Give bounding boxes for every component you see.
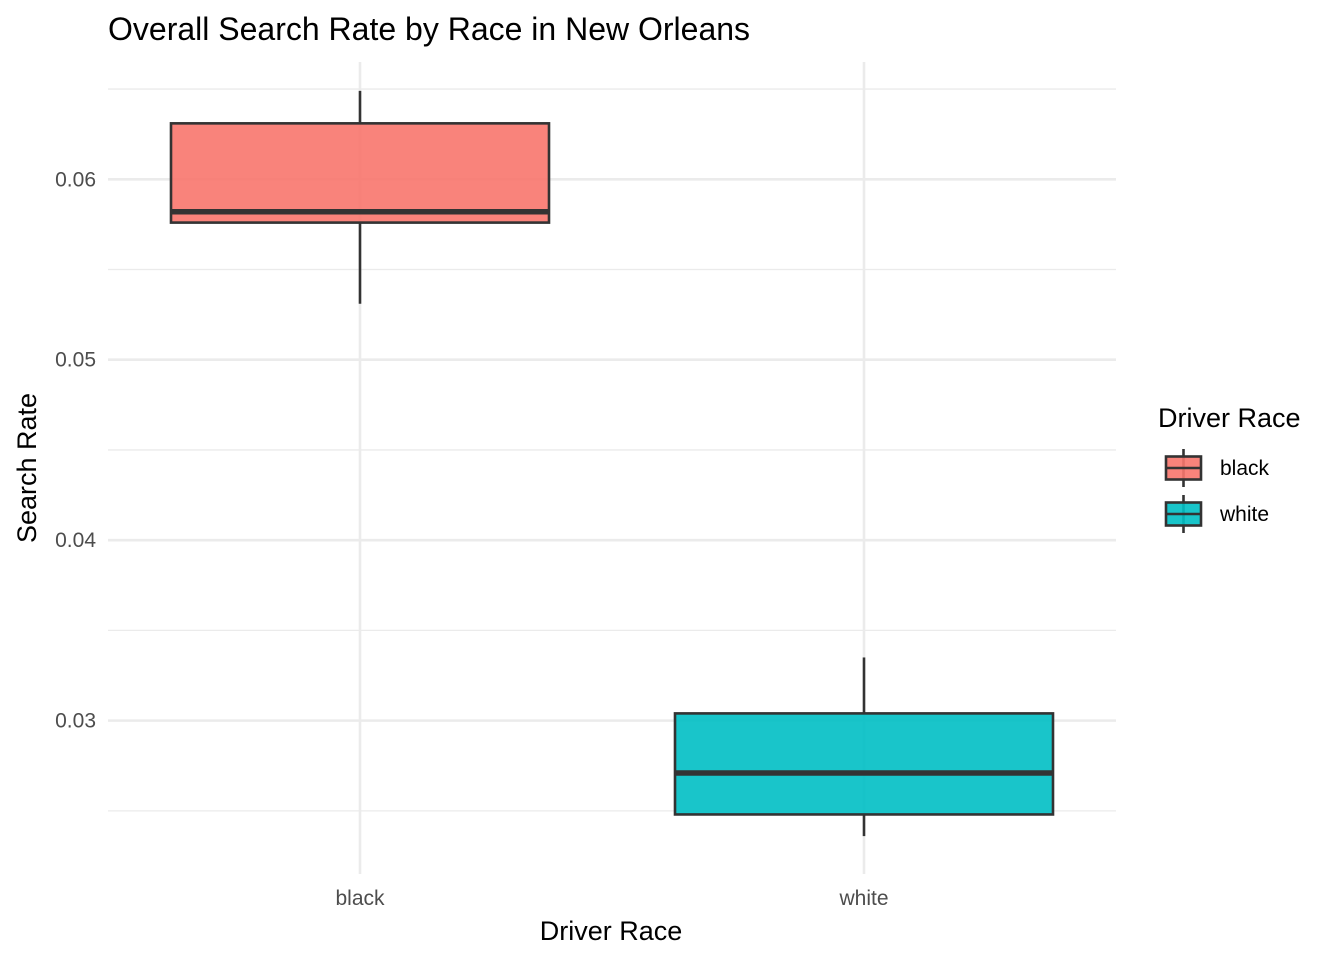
legend: Driver Race black white xyxy=(1158,403,1301,533)
legend-label: white xyxy=(1219,503,1269,526)
box-body xyxy=(169,122,551,224)
x-tick-label: white xyxy=(838,887,888,910)
x-tick-label: black xyxy=(335,887,385,910)
box-black xyxy=(169,90,551,304)
y-tick-label: 0.03 xyxy=(55,710,96,733)
tick-labels: 0.03 0.04 0.05 0.06 black white xyxy=(55,168,888,910)
y-tick-label: 0.05 xyxy=(55,349,96,372)
legend-item-white: white xyxy=(1164,495,1269,533)
y-tick-label: 0.06 xyxy=(55,168,96,191)
grid xyxy=(108,62,1116,874)
y-axis-title: Search Rate xyxy=(12,393,42,543)
boxes xyxy=(169,90,1055,837)
legend-item-black: black xyxy=(1164,449,1270,487)
chart-title: Overall Search Rate by Race in New Orlea… xyxy=(108,11,750,47)
x-axis-title: Driver Race xyxy=(540,916,683,946)
box-body xyxy=(673,712,1055,816)
y-tick-label: 0.04 xyxy=(55,529,96,552)
legend-label: black xyxy=(1220,457,1270,480)
legend-title: Driver Race xyxy=(1158,403,1301,433)
legend-items: black white xyxy=(1164,449,1270,533)
box-white xyxy=(673,657,1055,837)
